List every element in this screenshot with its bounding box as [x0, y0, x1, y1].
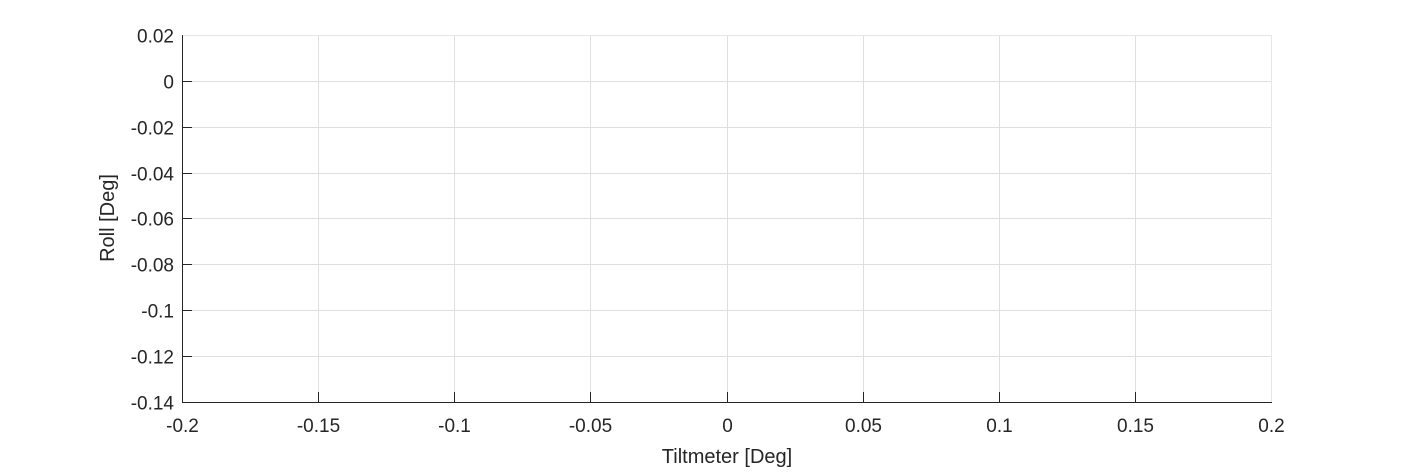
y-tick-label: 0: [163, 73, 174, 94]
y-tick-label: -0.06: [131, 210, 174, 231]
x-tick-label: 0: [722, 416, 733, 437]
y-axis-label: Roll [Deg]: [97, 174, 119, 262]
axes: [182, 35, 1272, 403]
y-tick-label: -0.08: [131, 256, 174, 277]
x-tick-label: -0.1: [438, 416, 471, 437]
y-tick-label: 0.02: [137, 27, 174, 48]
y-tick-label: -0.14: [131, 394, 175, 415]
y-tick-label: -0.1: [141, 302, 174, 323]
x-tick-label: -0.05: [569, 416, 612, 437]
x-tick-label: 0.05: [845, 416, 882, 437]
x-tick-label: 0.2: [1258, 416, 1284, 437]
x-axis-label: Tiltmeter [Deg]: [662, 446, 792, 468]
y-tick-label: -0.04: [131, 165, 175, 186]
x-tick-label: 0.1: [986, 416, 1012, 437]
x-tick-label: -0.15: [297, 416, 340, 437]
x-tick-label: -0.2: [166, 416, 199, 437]
y-tick-label: -0.12: [131, 348, 174, 369]
tick-labels: -0.2 -0.15 -0.1 -0.05 0 0.05 0.1 0.15 0.2 0.02 0 -0…: [131, 27, 1285, 438]
x-tick-label: 0.15: [1117, 416, 1154, 437]
y-tick-label: -0.02: [131, 119, 174, 140]
